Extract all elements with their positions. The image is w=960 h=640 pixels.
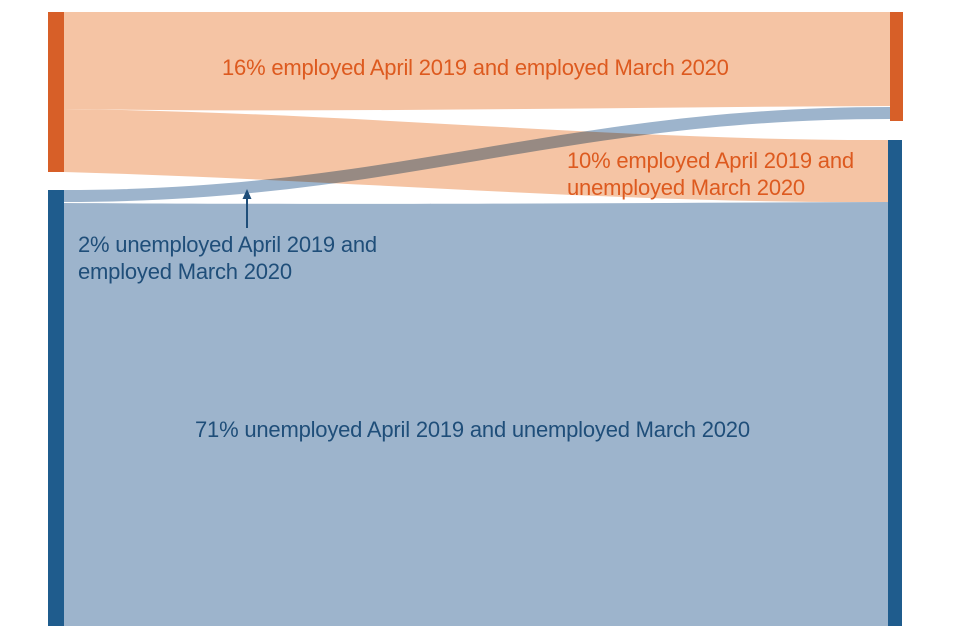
flow-label-2-percent: 2% unemployed April 2019 and employed Ma… (78, 231, 377, 285)
flow-label-71-percent: 71% unemployed April 2019 and unemployed… (195, 416, 750, 443)
flow-label-16-line-1: 16% employed April 2019 and employed Mar… (222, 55, 729, 80)
flow-label-71-line-1: 71% unemployed April 2019 and unemployed… (195, 417, 750, 442)
flow-unemployed-to-unemployed (64, 202, 888, 626)
flow-label-2-line-2: employed March 2020 (78, 259, 292, 284)
node-unemployed-april-2019 (48, 190, 64, 626)
flow-label-10-line-1: 10% employed April 2019 and (567, 148, 854, 173)
annotation-arrow-icon (242, 189, 252, 228)
node-employed-march-2020 (890, 12, 903, 121)
node-employed-april-2019 (48, 12, 64, 172)
flow-label-10-percent: 10% employed April 2019 and unemployed M… (567, 147, 854, 201)
flow-label-16-percent: 16% employed April 2019 and employed Mar… (222, 54, 729, 81)
flow-label-2-line-1: 2% unemployed April 2019 and (78, 232, 377, 257)
node-unemployed-march-2020 (888, 140, 902, 626)
flow-unemployed-to-employed (64, 107, 890, 202)
flow-label-10-line-2: unemployed March 2020 (567, 175, 805, 200)
flow-employed-to-employed (64, 12, 890, 111)
